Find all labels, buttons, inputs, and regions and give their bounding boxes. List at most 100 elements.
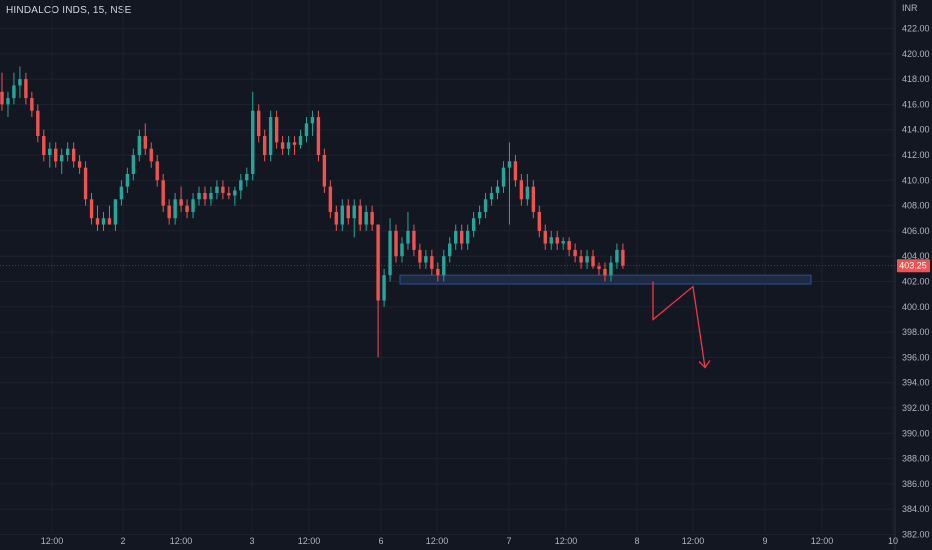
time-tick-label: 12:00 — [555, 536, 578, 546]
candle — [245, 167, 249, 187]
price-tick-label: 412.00 — [902, 150, 930, 160]
candle — [531, 180, 536, 219]
price-tick-label: 396.00 — [902, 352, 930, 362]
candle-body — [388, 230, 392, 276]
candle-body — [36, 110, 40, 137]
candle-body — [251, 110, 255, 174]
candle — [12, 72, 16, 105]
candle-body — [459, 230, 464, 244]
candle — [304, 117, 309, 143]
candle — [48, 142, 52, 168]
price-tick-label: 384.00 — [902, 504, 930, 514]
candle — [334, 205, 339, 231]
candle-body — [358, 205, 362, 225]
candle-body — [167, 205, 171, 219]
candle — [573, 243, 577, 263]
candle-body — [615, 249, 619, 263]
candle-body — [412, 230, 416, 250]
candle-body — [60, 155, 64, 162]
candle-body — [394, 230, 398, 257]
candle-body — [286, 142, 291, 149]
candle-body — [119, 186, 124, 200]
price-tick-label: 402.00 — [902, 277, 930, 287]
candle-body — [495, 186, 500, 193]
candle-body — [370, 211, 374, 225]
candle — [268, 110, 273, 162]
candle — [239, 173, 243, 200]
current-price-label: 403.25 — [0, 259, 930, 273]
candle-body — [143, 136, 147, 149]
candle-body — [137, 136, 142, 155]
candle-body — [322, 155, 327, 187]
candle-body — [513, 161, 518, 181]
candle — [155, 155, 159, 187]
candle — [71, 142, 76, 168]
candle — [352, 199, 356, 238]
candles — [0, 66, 625, 358]
candle-body — [561, 241, 565, 244]
candle — [209, 186, 213, 206]
candle — [543, 224, 547, 250]
candle-body — [71, 148, 76, 162]
candle — [555, 230, 559, 250]
time-tick-label: 8 — [634, 536, 639, 546]
price-tick-label: 414.00 — [902, 125, 930, 135]
price-tick-label: 420.00 — [902, 49, 930, 59]
candle — [597, 262, 601, 276]
price-tick-label: 404.00 — [902, 251, 930, 261]
candle-body — [430, 256, 434, 269]
candle — [227, 186, 231, 200]
candle-body — [280, 142, 285, 149]
candle — [125, 167, 130, 193]
candle-body — [346, 205, 350, 219]
candle — [477, 205, 482, 225]
candle — [436, 262, 440, 282]
candle-body — [621, 249, 625, 266]
candle-body — [376, 224, 380, 301]
time-tick-label: 12:00 — [426, 536, 449, 546]
candle-body — [48, 148, 52, 155]
candle-body — [131, 155, 136, 174]
candle-body — [400, 243, 404, 257]
projection-line — [652, 281, 706, 368]
candle — [579, 249, 583, 269]
candle — [525, 173, 530, 206]
candle-body — [477, 211, 482, 219]
time-tick-label: 12:00 — [170, 536, 193, 546]
candle — [89, 192, 94, 225]
candle — [609, 256, 613, 282]
candle — [36, 104, 40, 143]
price-tick-label: 406.00 — [902, 226, 930, 236]
time-axis[interactable]: 12:00 2 12:00 3 12:00 6 12:00 7 12:00 8 12:00 9 12:0… — [41, 536, 898, 546]
price-tick-label: 382.00 — [902, 530, 930, 540]
candle-body — [257, 110, 261, 137]
time-tick-label: 12:00 — [298, 536, 321, 546]
candle — [0, 72, 4, 111]
candle — [83, 161, 88, 206]
candle — [42, 129, 46, 162]
candle — [77, 155, 82, 174]
price-tick-label: 392.00 — [902, 403, 930, 413]
price-tick-label: 394.00 — [902, 378, 930, 388]
candle-body — [418, 249, 422, 263]
candle-body — [95, 218, 100, 225]
time-tick-label: 6 — [378, 536, 383, 546]
price-axis[interactable]: INR 422.00 420.00 418.00 416.00 414.00 412.00 4… — [894, 0, 930, 550]
time-tick-label: 10 — [888, 536, 898, 546]
candle-body — [0, 91, 4, 105]
candle-body — [101, 218, 106, 225]
candle — [197, 186, 201, 206]
candle-body — [173, 199, 177, 219]
price-tick-label: 416.00 — [902, 99, 930, 109]
candle — [376, 224, 380, 358]
candle — [203, 186, 207, 206]
candle — [251, 91, 255, 181]
candle-body — [298, 136, 303, 145]
candle-body — [262, 136, 267, 155]
candle-body — [268, 117, 273, 155]
candle — [358, 199, 362, 231]
currency-label: INR — [902, 3, 918, 13]
price-tick-label: 386.00 — [902, 479, 930, 489]
candle — [406, 211, 410, 250]
